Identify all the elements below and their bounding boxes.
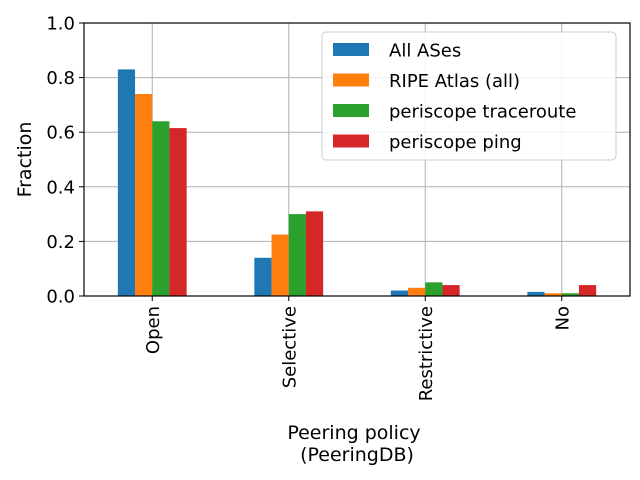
x-tick-label: Selective	[279, 306, 300, 388]
bar	[271, 234, 289, 296]
bar	[169, 128, 187, 296]
x-axis-label-line-1: Peering policy	[287, 422, 420, 444]
legend-label: All ASes	[389, 41, 461, 62]
x-tick-label: No	[552, 306, 573, 330]
y-tick-label: 0.6	[46, 123, 75, 144]
legend-swatch	[333, 43, 369, 56]
axis-ticks: 0.0 0.2 0.4 0.6 0.8 1.0 Open Selective Restricti…	[46, 14, 573, 402]
y-axis-label: Fraction	[14, 122, 36, 198]
bar	[527, 291, 545, 296]
legend-swatch	[333, 104, 369, 117]
bar	[390, 290, 409, 296]
bar	[117, 69, 136, 296]
legend-label: periscope traceroute	[389, 102, 576, 123]
bar	[288, 214, 306, 296]
bar	[425, 282, 443, 296]
plot-frame	[83, 22, 631, 297]
x-axis-label-line-2: (PeeringDB)	[300, 444, 414, 466]
y-tick-label: 0.2	[46, 232, 75, 253]
bar	[561, 293, 579, 296]
legend-label: periscope ping	[389, 132, 522, 153]
x-tick-label: Open	[143, 306, 164, 354]
bar	[442, 285, 460, 296]
legend-box	[321, 31, 617, 161]
legend-swatch	[333, 73, 369, 87]
bars	[117, 69, 597, 296]
y-tick-label: 0.8	[46, 68, 75, 89]
bar	[578, 285, 597, 296]
y-tick-label: 1.0	[46, 14, 75, 35]
legend-label: RIPE Atlas (all)	[389, 71, 520, 92]
bar	[408, 287, 426, 296]
bar	[254, 257, 272, 296]
bar	[544, 293, 562, 296]
legend: All ASes RIPE Atlas (all) periscope tracer…	[321, 31, 617, 161]
x-tick-label: Restrictive	[416, 306, 437, 401]
bar	[135, 93, 153, 296]
bar	[152, 121, 170, 296]
bar	[305, 211, 324, 296]
y-tick-label: 0.4	[46, 177, 75, 198]
legend-swatch	[333, 134, 369, 148]
y-tick-label: 0.0	[46, 287, 75, 308]
